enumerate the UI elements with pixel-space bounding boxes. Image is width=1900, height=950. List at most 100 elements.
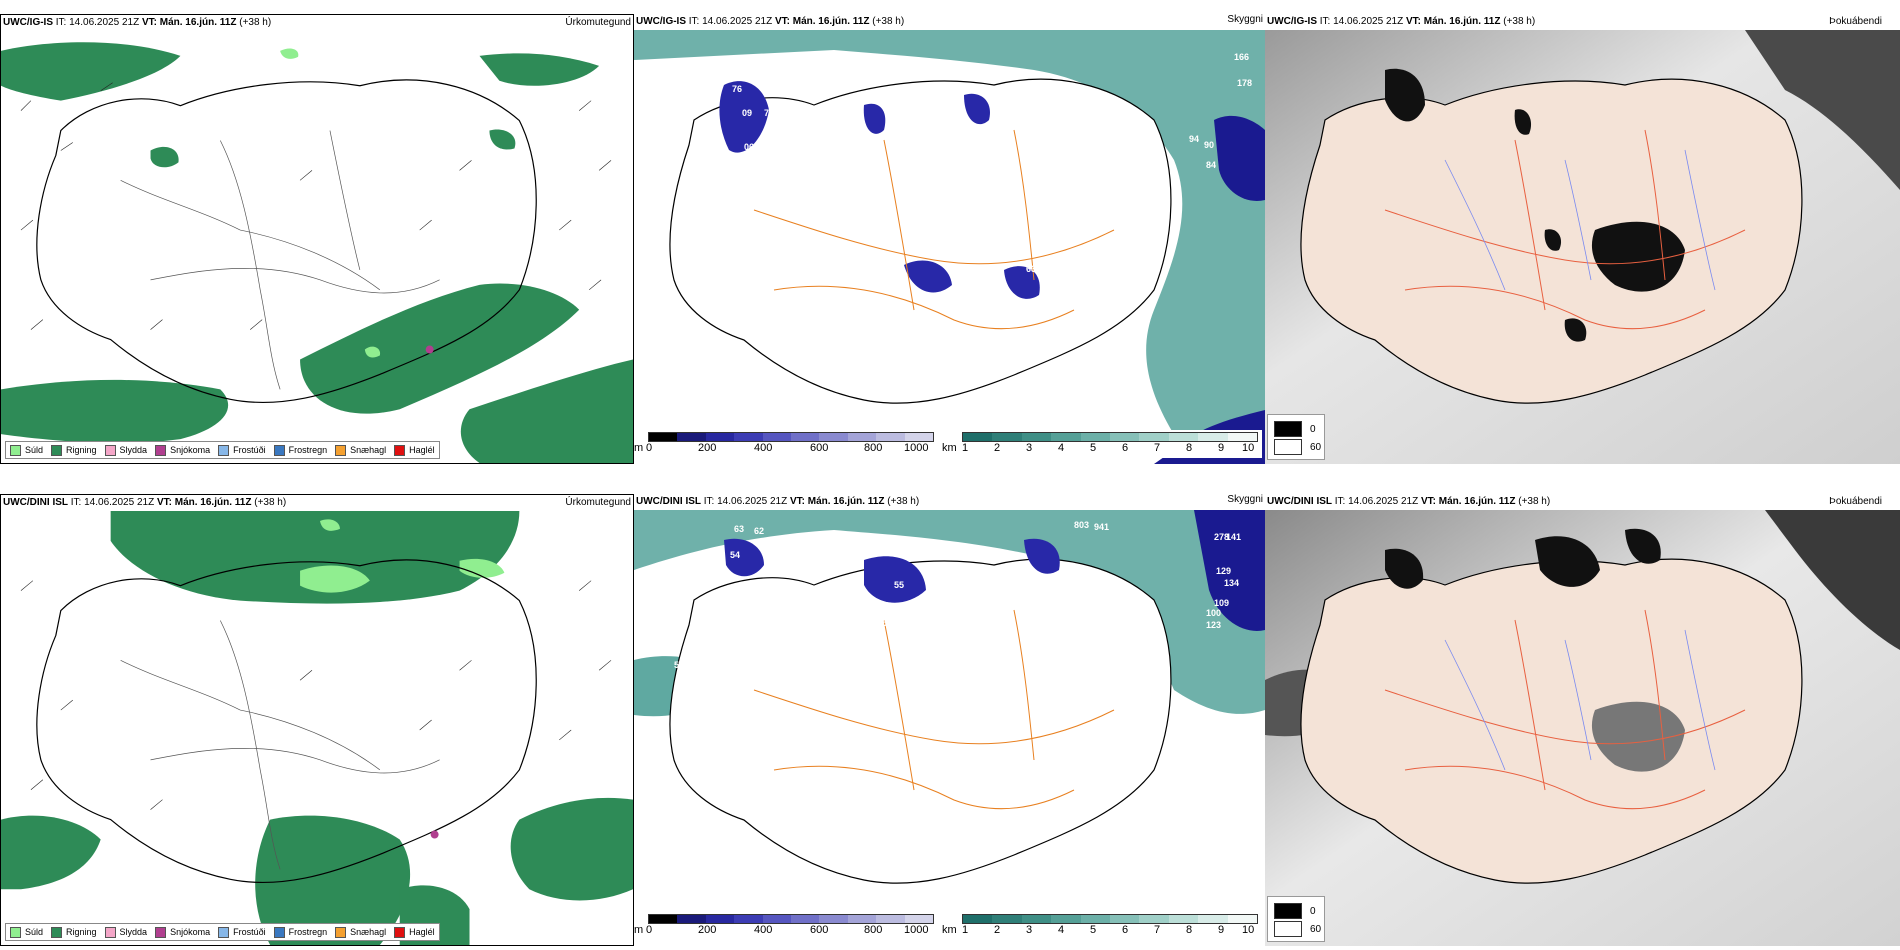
legend-item-slydda: Slydda [104,926,147,938]
legend-swatch [273,444,285,456]
cloud-base-number: 129 [1216,566,1231,576]
cloud-base-number: 40 [1006,344,1016,354]
cloud-base-number: 94 [1012,588,1022,598]
precip-type-legend: Súld Rigning Slydda Snjókoma Frostúði Fr… [5,923,440,941]
scale-step [876,433,905,441]
vt-label: VT: [774,16,790,27]
tick-label: 0 [646,442,653,454]
scale-ticks: 1 2 3 4 5 6 7 8 9 10 [942,924,1262,938]
scale-step [1198,433,1228,441]
scale-unit: km [942,442,957,454]
fog-legend-row: 0 [1274,421,1316,437]
scale-step [1227,915,1258,923]
legend-label: 0 [1310,423,1316,435]
scale-step [1021,915,1052,923]
scale-step [677,433,706,441]
scale-step [1051,915,1081,923]
vt-value: Mán. 16.jún. 11Z [159,17,237,28]
tick-label: 1 [962,442,969,454]
scale-step [904,433,934,441]
scale-step [791,433,820,441]
it-label: IT: [1319,16,1331,27]
tick-label: 800 [864,924,883,936]
cloud-base-gradient [648,914,934,924]
cloud-base-number: 123 [1206,620,1221,630]
legend-label: 60 [1310,923,1322,935]
legend-label: Súld [25,445,44,455]
legend-swatch [218,926,230,938]
tick-label: 3 [1026,924,1033,936]
legend-item-hagel: Haglél [394,926,435,938]
cloud-base-number: 76 [732,84,742,94]
legend-label: Haglél [409,445,435,455]
legend-label: Frostregn [288,927,328,937]
tick-label: 600 [810,442,829,454]
scale-step [1168,915,1199,923]
cloud-base-number: 53 [938,574,948,584]
model-name: UWC/DINI ISL [3,497,68,508]
tick-label: 4 [1058,442,1065,454]
cloud-base-number: 109 [1214,598,1229,608]
cloud-base-number: 100 [1206,608,1221,618]
tick-label: 7 [1154,442,1161,454]
model-name: UWC/DINI ISL [636,496,701,507]
scale-step [1080,915,1111,923]
cloud-base-scale-top: m 0 200 400 600 800 1000 [634,430,938,458]
scale-step [705,915,735,923]
legend-label: Snjókoma [170,445,211,455]
cloud-base-number: 94 [1189,134,1199,144]
scale-step [1227,433,1258,441]
field-name: Úrkomutegund [561,495,631,511]
scale-step [1198,915,1228,923]
legend-swatch [10,444,21,456]
tick-label: 4 [1058,924,1065,936]
legend-label: Frostúði [233,445,266,455]
cloud-base-number: 134 [1224,578,1239,588]
legend-swatch [51,926,63,938]
it-value: 14.06.2025 21Z [1333,16,1404,27]
cloud-base-number: 90 [834,152,844,162]
cloud-base-number: 96 [720,666,730,676]
legend-item-sudd: Súld [10,926,44,938]
lead-time: (+38 h) [872,16,905,27]
vt-value: Mán. 16.jún. 11Z [792,16,870,27]
legend-label: Súld [25,927,44,937]
cloud-base-number: 63 [1032,584,1042,594]
vt-value: Mán. 16.jún. 11Z [807,496,885,507]
fog-legend-top: 0 60 [1267,414,1325,460]
scale-step [847,915,877,923]
tick-label: 3 [1026,442,1033,454]
vt-value: Mán. 16.jún. 11Z [1423,16,1501,27]
precip-type-panel-bottom: UWC/DINI ISL IT: 14.06.2025 21Z VT: Mán.… [0,494,634,946]
cloud-base-number: 74 [764,108,774,118]
cloud-base-number: 87 [972,297,982,307]
scale-step [904,915,934,923]
legend-item-snjokoma: Snjókoma [155,926,210,938]
tick-label: 9 [1218,924,1225,936]
visibility-gradient [962,914,1258,924]
fog-indicator-panel-top: UWC/IG-IS IT: 14.06.2025 21Z VT: Mán. 16… [1265,14,1900,464]
cloud-base-number: 06 [744,142,754,152]
fog-indicator-panel-bottom: UWC/DINI ISL IT: 14.06.2025 21Z VT: Mán.… [1265,494,1900,946]
cloud-map-bottom: 63 62 54 57 55 58 55 53 47 69 63 94 65 803 941 278 141 12… [634,510,1265,946]
tick-label: 8 [1186,442,1193,454]
it-value: 14.06.2025 21Z [1348,496,1419,507]
cloud-base-number: 218 [1066,102,1081,112]
fog-legend-bottom: 0 60 [1267,896,1325,942]
tick-label: 1000 [904,924,929,936]
legend-item-frostudi: Frostúði [218,926,266,938]
scale-step [649,915,678,923]
scale-step [1051,433,1081,441]
vt-label: VT: [141,17,157,28]
tick-label: 7 [1154,924,1161,936]
model-name: UWC/IG-IS [3,17,53,28]
tick-label: 10 [1242,442,1255,454]
it-value: 14.06.2025 21Z [69,17,140,28]
cloud-base-number: 07 [916,182,926,192]
scale-step [847,433,877,441]
it-label: IT: [703,496,715,507]
tick-label: 800 [864,442,883,454]
vt-label: VT: [1405,16,1421,27]
cloud-base-number: 47 [974,572,984,582]
